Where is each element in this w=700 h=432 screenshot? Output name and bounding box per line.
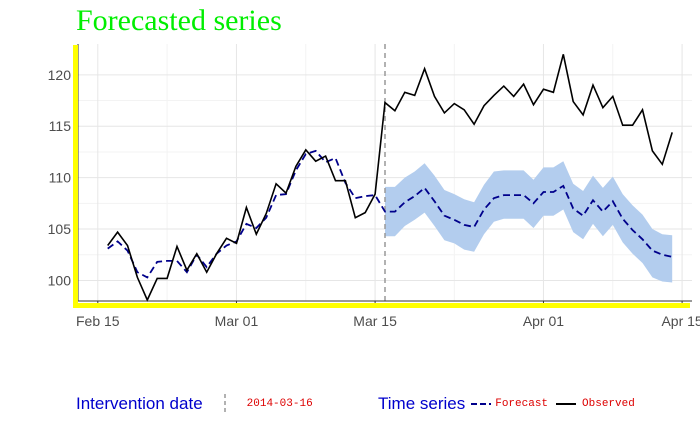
y-tick-label: 105	[48, 221, 72, 237]
forecast-confidence-band	[385, 161, 673, 283]
legend-series: Time series Forecast Observed	[378, 392, 635, 416]
legend-observed-key	[556, 403, 577, 405]
chart-title: Forecasted series	[76, 4, 282, 37]
band-layer	[385, 161, 673, 283]
x-tick-label: Mar 01	[215, 313, 259, 329]
x-tick-label: Apr 15	[661, 313, 700, 329]
legend-intervention-value: 2014-03-16	[246, 398, 313, 410]
legend-intervention-title: Intervention date	[76, 394, 203, 413]
y-tick-label: 120	[48, 67, 72, 83]
legend-observed-label: Observed	[582, 398, 635, 410]
y-tick-label: 100	[48, 272, 72, 288]
forecast-line	[107, 149, 673, 279]
legend-intervention: Intervention date 2014-03-16	[76, 392, 313, 416]
frame-layer	[73, 45, 690, 308]
y-tick-label: 110	[49, 170, 72, 186]
x-tick-label: Feb 15	[76, 313, 120, 329]
x-tick-label: Mar 15	[353, 313, 397, 329]
legend-series-title: Time series	[378, 394, 466, 413]
series-layer	[107, 54, 673, 302]
y-tick-label: 115	[49, 118, 72, 134]
observed-line	[107, 54, 673, 302]
x-tick-label: Apr 01	[523, 313, 564, 329]
axis-layer: 100 105 110 115 120 Feb 15 Mar 01 Mar 15 Apr 01 A…	[48, 44, 700, 329]
legend-forecast-label: Forecast	[495, 398, 549, 410]
legend-forecast-key	[471, 403, 492, 405]
legend-intervention-key	[223, 394, 226, 414]
